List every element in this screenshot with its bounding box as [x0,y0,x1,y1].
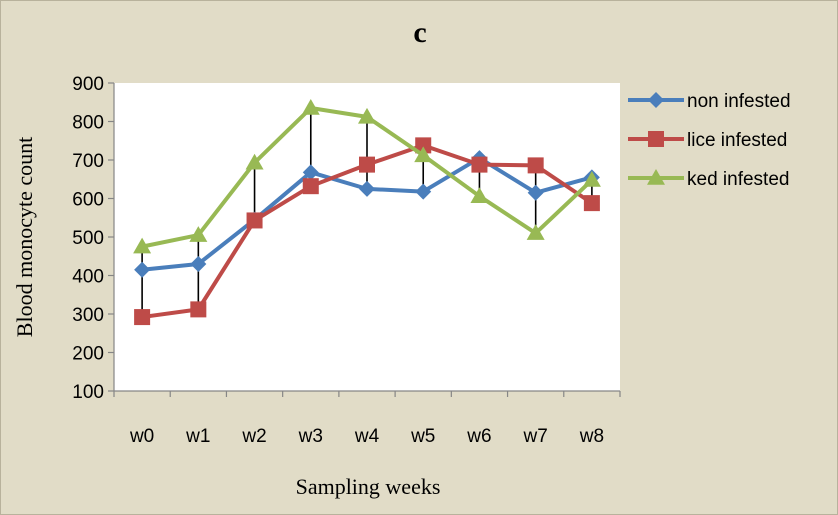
x-tick-label: w7 [523,426,548,447]
y-tick-label: 100 [72,382,104,403]
y-tick-label: 400 [72,267,104,288]
x-tick-label: w2 [241,426,266,447]
data-point-ked-infested [470,187,489,203]
series-ked-infested [133,99,601,254]
x-tick-label: w3 [298,426,323,447]
legend-item: ked infested [628,169,789,190]
series-lice-infested [134,137,600,326]
y-tick-label: 900 [72,74,104,95]
y-tick-label: 500 [72,228,104,249]
x-tick-label: w0 [129,426,154,447]
x-tick-label: w4 [354,426,380,447]
x-tick-label: w6 [466,426,491,447]
data-point-lice-infested [415,137,432,154]
x-tick-label: w1 [185,426,210,447]
chart-title: c [413,16,426,49]
data-point-non-infested [527,184,544,201]
legend-label: non infested [687,91,791,112]
data-point-lice-infested [471,156,488,173]
data-point-non-infested [134,261,151,278]
data-point-non-infested [359,180,375,197]
data-point-lice-infested [134,309,151,326]
data-point-lice-infested [527,157,544,174]
legend-swatch-marker [648,131,664,147]
y-axis: 100 200 300 400 500 600 700 800 900 [72,74,115,403]
x-tick-label: w5 [410,426,435,447]
data-point-lice-infested [583,195,600,212]
data-point-ked-infested [526,224,545,240]
y-axis-title: Blood monocyte count [12,137,37,337]
series-layer [133,99,601,326]
legend-swatch-marker [648,92,664,108]
data-point-ked-infested [414,146,433,163]
data-point-lice-infested [359,156,375,173]
data-point-ked-infested [301,99,320,115]
legend-item: lice infested [628,130,787,151]
legend-label: ked infested [687,169,789,190]
data-point-ked-infested [189,226,208,242]
data-point-ked-infested [358,107,376,124]
legend-label: lice infested [687,130,787,151]
y-tick-label: 600 [72,190,104,211]
data-point-non-infested [302,164,319,181]
data-point-lice-infested [190,301,207,318]
legend: non infested lice infested ked infested [628,91,791,190]
data-point-non-infested [415,183,432,200]
y-tick-label: 200 [72,344,104,365]
y-tick-label: 300 [72,305,104,326]
data-point-lice-infested [246,212,263,229]
legend-swatch-marker [647,169,665,185]
y-tick-label: 700 [72,151,104,172]
data-point-ked-infested [133,237,152,254]
legend-item: non infested [628,91,791,112]
x-axis: w0 w1 w2 w3 w4 w5 w6 w7 w8 [113,390,621,447]
data-point-lice-infested [302,178,319,195]
data-point-ked-infested [582,171,601,187]
y-tick-label: 800 [72,113,104,134]
data-point-ked-infested [245,153,264,170]
data-point-non-infested [190,255,207,272]
x-axis-title: Sampling weeks [296,474,441,499]
x-tick-label: w8 [579,426,604,447]
